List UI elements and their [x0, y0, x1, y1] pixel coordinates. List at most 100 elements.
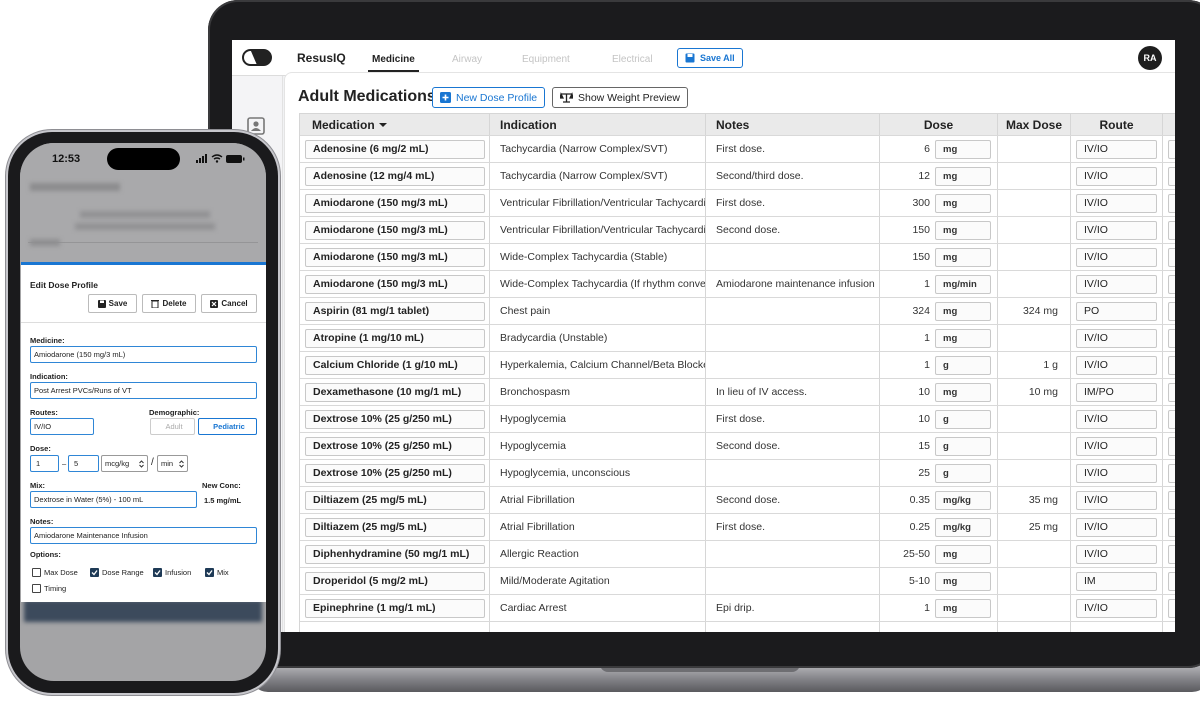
- table-row[interactable]: Diltiazem (25 mg/5 mL) Atrial Fibrillatio…: [300, 487, 1175, 514]
- nav-tab[interactable]: Airway: [452, 54, 483, 65]
- route-field[interactable]: PO: [1076, 301, 1157, 321]
- indication-input[interactable]: Post Arrest PVCs/Runs of VT: [30, 382, 257, 399]
- medication-field[interactable]: Adenosine (6 mg/2 mL): [305, 139, 485, 159]
- checkbox[interactable]: [90, 568, 99, 577]
- route-field[interactable]: IM/PO: [1076, 382, 1157, 402]
- delete-button[interactable]: Delete: [142, 294, 196, 313]
- medication-field[interactable]: Dextrose 10% (25 g/250 mL): [305, 463, 485, 483]
- table-row[interactable]: Dextrose 10% (25 g/250 mL) Hypoglycemia Fi…: [300, 406, 1175, 433]
- extra-field[interactable]: [1168, 247, 1175, 267]
- unit-field[interactable]: mg: [935, 544, 991, 564]
- route-field[interactable]: IM: [1076, 571, 1157, 591]
- profile-icon[interactable]: [247, 117, 265, 135]
- unit-field[interactable]: mg: [935, 139, 991, 159]
- nav-tab[interactable]: Medicine: [368, 54, 419, 72]
- table-row[interactable]: Atropine (1 mg/10 mL) Bradycardia (Unstab…: [300, 325, 1175, 352]
- unit-field[interactable]: mg: [935, 571, 991, 591]
- table-row[interactable]: Dextrose 10% (25 g/250 mL) Hypoglycemia Se…: [300, 433, 1175, 460]
- unit-field[interactable]: mg: [935, 166, 991, 186]
- save-all-button[interactable]: Save All: [677, 48, 743, 68]
- table-row[interactable]: Amiodarone (150 mg/3 mL) Ventricular Fibr…: [300, 190, 1175, 217]
- unit-field[interactable]: g: [935, 436, 991, 456]
- medication-field[interactable]: Amiodarone (150 mg/3 mL): [305, 193, 485, 213]
- medication-field[interactable]: Dexamethasone (10 mg/1 mL): [305, 382, 485, 402]
- medication-field[interactable]: Diltiazem (25 mg/5 mL): [305, 490, 485, 510]
- demographic-option[interactable]: Adult: [150, 418, 195, 435]
- extra-field[interactable]: [1168, 598, 1175, 618]
- table-row[interactable]: Dexamethasone (10 mg/1 mL) Bronchospasm In…: [300, 379, 1175, 406]
- medication-field[interactable]: Dextrose 10% (25 g/250 mL): [305, 436, 485, 456]
- medication-field[interactable]: Epinephrine (1 mg/1 mL): [305, 598, 485, 618]
- table-row[interactable]: Amiodarone (150 mg/3 mL) Ventricular Fibr…: [300, 217, 1175, 244]
- table-row[interactable]: Amiodarone (150 mg/3 mL) Wide-Complex Tac…: [300, 244, 1175, 271]
- extra-field[interactable]: [1168, 139, 1175, 159]
- extra-field[interactable]: [1168, 463, 1175, 483]
- weight-preview-button[interactable]: Show Weight Preview: [552, 87, 688, 108]
- new-dose-profile-button[interactable]: New Dose Profile: [432, 87, 546, 108]
- extra-field[interactable]: [1168, 409, 1175, 429]
- extra-field[interactable]: [1168, 355, 1175, 375]
- route-field[interactable]: IV/IO: [1076, 328, 1157, 348]
- unit-field[interactable]: mg/kg: [935, 517, 991, 537]
- medication-field[interactable]: Calcium Chloride (1 g/10 mL): [305, 355, 485, 375]
- extra-field[interactable]: [1168, 328, 1175, 348]
- medication-field[interactable]: Dextrose 10% (25 g/250 mL): [305, 409, 485, 429]
- table-row[interactable]: Amiodarone (150 mg/3 mL) Wide-Complex Tac…: [300, 271, 1175, 298]
- checkbox[interactable]: [32, 584, 41, 593]
- medication-field[interactable]: Droperidol (5 mg/2 mL): [305, 571, 485, 591]
- route-field[interactable]: IV/IO: [1076, 193, 1157, 213]
- extra-field[interactable]: [1168, 301, 1175, 321]
- medication-field[interactable]: Amiodarone (150 mg/3 mL): [305, 247, 485, 267]
- unit-field[interactable]: mg: [935, 328, 991, 348]
- route-field[interactable]: IV/IO: [1076, 220, 1157, 240]
- table-row[interactable]: Calcium Chloride (1 g/10 mL) Hyperkalemia…: [300, 352, 1175, 379]
- extra-field[interactable]: [1168, 166, 1175, 186]
- dose-per-select[interactable]: min: [157, 455, 188, 472]
- extra-field[interactable]: [1168, 571, 1175, 591]
- unit-field[interactable]: g: [935, 463, 991, 483]
- medication-field[interactable]: Amiodarone (150 mg/3 mL): [305, 220, 485, 240]
- medication-field[interactable]: Amiodarone (150 mg/3 mL): [305, 274, 485, 294]
- extra-field[interactable]: [1168, 490, 1175, 510]
- route-field[interactable]: IV/IO: [1076, 247, 1157, 267]
- route-field[interactable]: IV/IO: [1076, 139, 1157, 159]
- route-field[interactable]: IV/IO: [1076, 598, 1157, 618]
- dose-max-input[interactable]: 5: [68, 455, 99, 472]
- extra-field[interactable]: [1168, 436, 1175, 456]
- checkbox-option[interactable]: Max Dose: [32, 568, 78, 577]
- route-field[interactable]: IV/IO: [1076, 274, 1157, 294]
- unit-field[interactable]: mg/min: [935, 274, 991, 294]
- notes-input[interactable]: Amiodarone Maintenance Infusion: [30, 527, 257, 544]
- route-field[interactable]: IV/IO: [1076, 490, 1157, 510]
- extra-field[interactable]: [1168, 193, 1175, 213]
- extra-field[interactable]: [1168, 544, 1175, 564]
- table-row[interactable]: Dextrose 10% (25 g/250 mL) Hypoglycemia, …: [300, 460, 1175, 487]
- extra-field[interactable]: [1168, 517, 1175, 537]
- route-field[interactable]: IV/IO: [1076, 544, 1157, 564]
- route-field[interactable]: IV/IO: [1076, 463, 1157, 483]
- medicine-input[interactable]: Amiodarone (150 mg/3 mL): [30, 346, 257, 363]
- unit-field[interactable]: mg: [935, 598, 991, 618]
- dose-unit-select[interactable]: mcg/kg: [101, 455, 148, 472]
- extra-field[interactable]: [1168, 382, 1175, 402]
- table-row[interactable]: Aspirin (81 mg/1 tablet) Chest pain 324 mg 3…: [300, 298, 1175, 325]
- unit-field[interactable]: mg: [935, 220, 991, 240]
- route-field[interactable]: IV/IO: [1076, 355, 1157, 375]
- route-field[interactable]: IV/IO: [1076, 517, 1157, 537]
- medication-field[interactable]: Atropine (1 mg/10 mL): [305, 328, 485, 348]
- unit-field[interactable]: mg: [935, 247, 991, 267]
- table-row[interactable]: Droperidol (5 mg/2 mL) Mild/Moderate Agit…: [300, 568, 1175, 595]
- nav-tab[interactable]: Electrical: [612, 54, 653, 65]
- extra-field[interactable]: [1168, 220, 1175, 240]
- unit-field[interactable]: mg: [935, 193, 991, 213]
- avatar[interactable]: RA: [1138, 46, 1162, 70]
- route-field[interactable]: IV/IO: [1076, 409, 1157, 429]
- medication-field[interactable]: Adenosine (12 mg/4 mL): [305, 166, 485, 186]
- checkbox[interactable]: [32, 568, 41, 577]
- medication-field[interactable]: Diphenhydramine (50 mg/1 mL): [305, 544, 485, 564]
- demographic-option[interactable]: Pediatric: [198, 418, 257, 435]
- header-cell[interactable]: Medication: [300, 114, 490, 135]
- unit-field[interactable]: g: [935, 355, 991, 375]
- checkbox-option[interactable]: Infusion: [153, 568, 191, 577]
- extra-field[interactable]: [1168, 274, 1175, 294]
